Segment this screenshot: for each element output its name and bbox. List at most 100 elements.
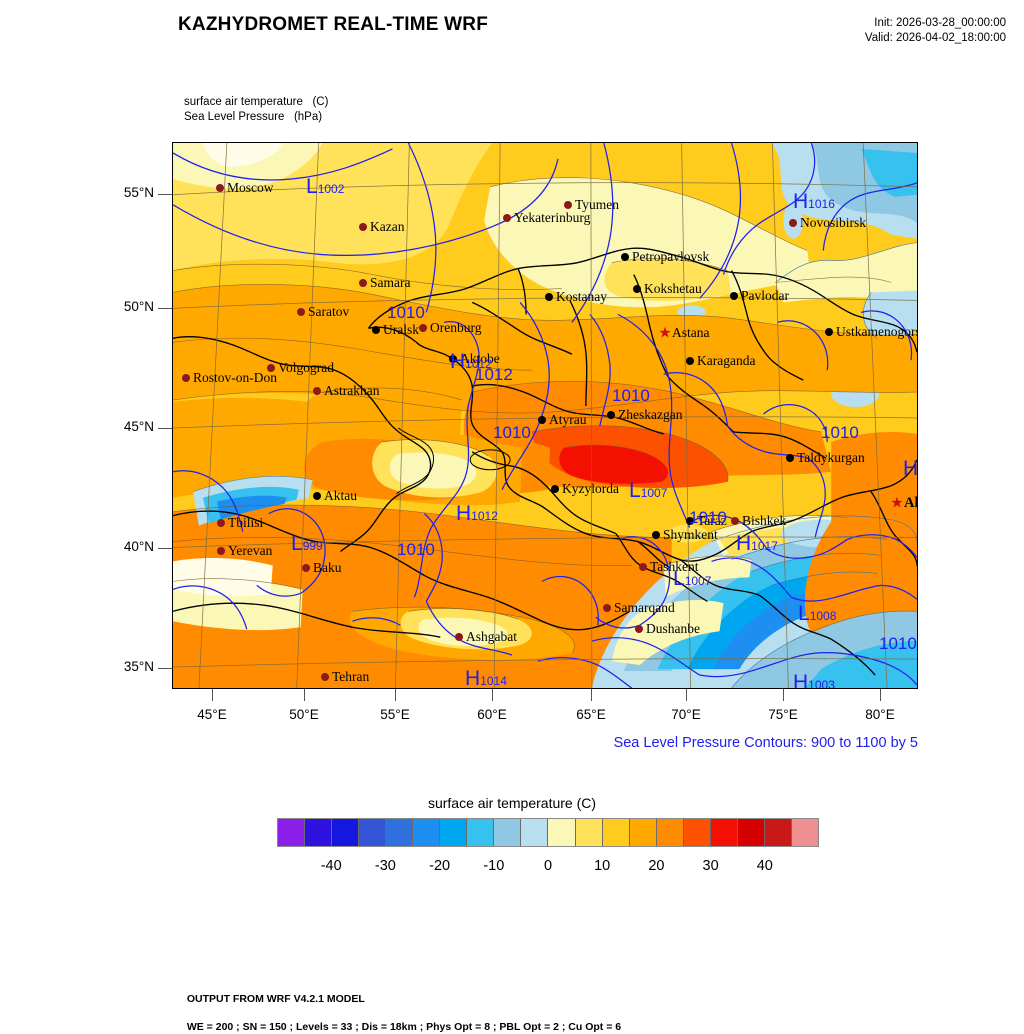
- city-dot-icon: [621, 253, 629, 261]
- lon-tickmark: [880, 689, 881, 701]
- city-dot-icon: [607, 411, 615, 419]
- colorbar-cell-4: [386, 819, 414, 846]
- lon-tick-65°E: 65°E: [576, 707, 606, 722]
- city-dot-icon: [302, 564, 310, 572]
- colorbar-cell-12: [602, 819, 630, 846]
- weather-map[interactable]: Moscow Kazan Yekaterinburg Tyumen Novosibirs…: [172, 142, 918, 689]
- colorbar-cell-3: [359, 819, 387, 846]
- pressure-center-symbol: H: [456, 502, 472, 525]
- lon-tick-75°E: 75°E: [768, 707, 798, 722]
- colorbar-cell-7: [467, 819, 495, 846]
- model-config-footer: OUTPUT FROM WRF V4.2.1 MODEL WE = 200 ; …: [181, 978, 621, 1034]
- lon-tick-50°E: 50°E: [289, 707, 319, 722]
- pressure-center-value: 1012: [471, 509, 498, 523]
- colorbar-tick--20: -20: [429, 858, 451, 874]
- colorbar-cell-11: [575, 819, 603, 846]
- colorbar-tick-0: 0: [543, 858, 553, 874]
- high-pressure-center: H1014: [465, 668, 507, 688]
- city-dot-icon: [825, 328, 833, 336]
- isobar-label: 1010: [879, 634, 917, 653]
- lon-tick-80°E: 80°E: [865, 707, 895, 722]
- model-run-info: Init: 2026-03-28_00:00:00 Valid: 2026-04…: [865, 16, 1006, 46]
- city-dot-icon: [730, 292, 738, 300]
- colorbar-tick-labels: -40 -30 -20 -10 0 10 20 30 40: [277, 858, 819, 880]
- city-dot-icon: [313, 387, 321, 395]
- pressure-center-value: 1016: [808, 197, 835, 211]
- footer-line-2: WE = 200 ; SN = 150 ; Levels = 33 ; Dis …: [186, 1021, 622, 1033]
- colorbar-tick-20: 20: [648, 858, 665, 874]
- lon-tickmark: [304, 689, 305, 701]
- pressure-center-value: 1017: [751, 539, 778, 553]
- city-dot-icon: [551, 485, 559, 493]
- colorbar-tick--10: -10: [483, 858, 505, 874]
- map-canvas: [173, 143, 917, 688]
- lat-tick-40°N: 40°N: [123, 539, 154, 554]
- temperature-colorbar[interactable]: [277, 818, 819, 847]
- lon-tickmark: [492, 689, 493, 701]
- city-dot-icon: [686, 517, 694, 525]
- lat-tick-50°N: 50°N: [123, 299, 154, 314]
- city-dot-icon: [538, 416, 546, 424]
- city-dot-icon: [359, 279, 367, 287]
- colorbar-cell-14: [656, 819, 684, 846]
- lon-tick-60°E: 60°E: [477, 707, 507, 722]
- pressure-center-value: 1003: [808, 678, 835, 689]
- colorbar-cell-6: [440, 819, 468, 846]
- high-pressure-center: H1012: [456, 503, 498, 524]
- pressure-center-symbol: L: [291, 532, 303, 555]
- pressure-center-symbol: H: [903, 457, 918, 480]
- city-dot-icon: [639, 563, 647, 571]
- lat-tickmark: [158, 548, 172, 549]
- colorbar-cell-5: [413, 819, 441, 846]
- colorbar-cell-13: [629, 819, 657, 846]
- lon-tickmark: [395, 689, 396, 701]
- city-dot-icon: [652, 531, 660, 539]
- low-pressure-center: L1008: [798, 603, 836, 624]
- lat-tickmark: [158, 428, 172, 429]
- city-dot-icon: [216, 184, 224, 192]
- city-dot-icon: [603, 604, 611, 612]
- city-dot-icon: [503, 214, 511, 222]
- city-dot-icon: [786, 454, 794, 462]
- slp-contour-note: Sea Level Pressure Contours: 900 to 1100…: [613, 735, 918, 751]
- lon-tickmark: [686, 689, 687, 701]
- isobar-label: 1010: [689, 508, 727, 527]
- city-dot-icon: [564, 201, 572, 209]
- colorbar-cell-15: [683, 819, 711, 846]
- pressure-center-value: 1002: [317, 182, 345, 196]
- city-dot-icon: [419, 324, 427, 332]
- city-dot-icon: [635, 625, 643, 633]
- low-pressure-center: L1007: [673, 568, 711, 589]
- high-pressure-center: H1016: [793, 191, 835, 212]
- lon-tick-45°E: 45°E: [197, 707, 227, 722]
- pressure-center-symbol: L: [673, 567, 685, 590]
- capital-star-icon: ★: [658, 324, 672, 342]
- city-dot-icon: [182, 374, 190, 382]
- lon-tickmark: [591, 689, 592, 701]
- lon-tick-70°E: 70°E: [671, 707, 701, 722]
- colorbar-tick--30: -30: [374, 858, 396, 874]
- high-pressure-center: H: [903, 457, 918, 480]
- isobar-label: 1010: [397, 540, 435, 559]
- high-pressure-center: H1003: [793, 671, 835, 689]
- colorbar-cell-8: [494, 819, 522, 846]
- pressure-center-symbol: H: [793, 671, 809, 689]
- city-dot-icon: [313, 492, 321, 500]
- pressure-center-symbol: L: [798, 602, 810, 625]
- low-pressure-center: L999: [291, 533, 323, 554]
- pressure-center-value: 1007: [640, 486, 668, 500]
- colorbar-tick-40: 40: [756, 858, 773, 874]
- pressure-center-value: 1012: [465, 357, 492, 371]
- init-time-label: Init: 2026-03-28_00:00:00: [874, 17, 1006, 29]
- lat-tickmark: [158, 194, 172, 195]
- colorbar-tick-10: 10: [594, 858, 611, 874]
- pressure-center-symbol: H: [793, 190, 809, 213]
- colorbar-cell-10: [548, 819, 576, 846]
- page-title: KAZHYDROMET REAL-TIME WRF: [178, 14, 489, 35]
- low-pressure-center: L1007: [629, 480, 667, 501]
- footer-line-1: OUTPUT FROM WRF V4.2.1 MODEL: [186, 993, 365, 1005]
- lon-tickmark: [212, 689, 213, 701]
- pressure-center-symbol: H: [736, 532, 752, 555]
- city-dot-icon: [686, 357, 694, 365]
- pressure-center-symbol: H: [450, 350, 466, 373]
